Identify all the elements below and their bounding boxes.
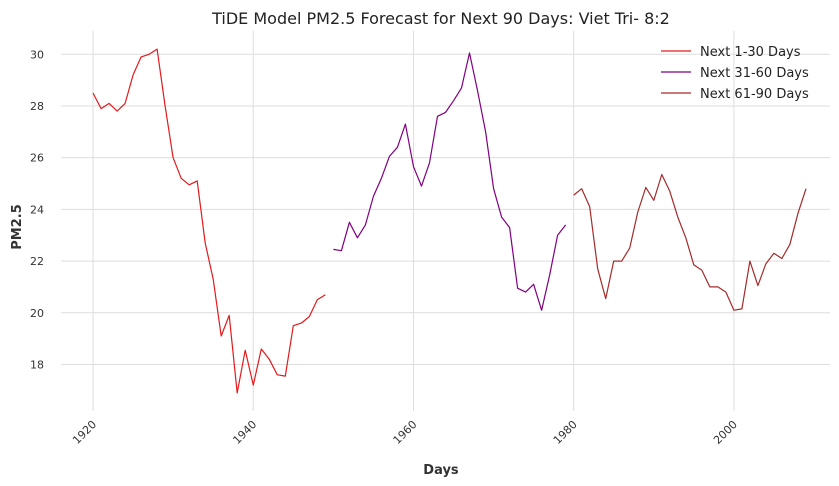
y-tick-label: 18: [30, 358, 44, 371]
y-tick-label: 24: [30, 203, 44, 216]
y-tick-label: 20: [30, 307, 44, 320]
series-line-2: [333, 52, 567, 311]
series-line-1: [92, 48, 326, 394]
series-line-3: [573, 173, 807, 311]
legend-label-2: Next 31-60 Days: [700, 66, 809, 81]
y-tick-labels: 18 20 22 24 26 28 30: [30, 48, 44, 371]
y-axis-title: PM2.5: [10, 204, 25, 250]
y-tick-label: 30: [30, 48, 44, 61]
legend-label-1: Next 1-30 Days: [700, 45, 801, 60]
legend: Next 1-30 Days Next 31-60 Days Next 61-90 …: [661, 45, 809, 102]
x-axis-title: Days: [423, 463, 459, 478]
y-tick-label: 22: [30, 255, 44, 268]
legend-label-3: Next 61-90 Days: [700, 87, 809, 102]
chart-title: TiDE Model PM2.5 Forecast for Next 90 Da…: [211, 9, 670, 28]
y-tick-label: 28: [30, 100, 44, 113]
series-lines: [92, 48, 807, 394]
y-gridlines: [61, 53, 830, 365]
y-tick-label: 26: [30, 152, 44, 165]
